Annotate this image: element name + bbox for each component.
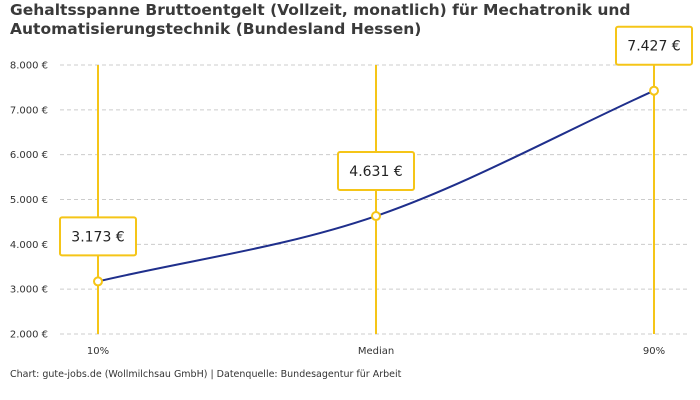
- x-tick-label: Median: [358, 346, 394, 357]
- value-label-box: [59, 216, 137, 257]
- y-tick-label: 8.000 €: [10, 61, 48, 72]
- y-tick-label: 3.000 €: [10, 285, 48, 296]
- y-tick-label: 2.000 €: [10, 330, 48, 341]
- source-caption: Chart: gute-jobs.de (Wollmilchsau GmbH) …: [10, 369, 402, 380]
- y-tick-label: 7.000 €: [10, 105, 48, 116]
- value-label-box: [615, 25, 693, 66]
- x-tick-label: 10%: [87, 346, 109, 357]
- y-tick-label: 5.000 €: [10, 195, 48, 206]
- chart-title: Gehaltsspanne Bruttoentgelt (Vollzeit, m…: [10, 1, 680, 39]
- value-label: 4.631 €: [349, 164, 402, 180]
- x-tick-label: 90%: [643, 346, 665, 357]
- data-point-marker: [93, 276, 103, 287]
- y-tick-label: 4.000 €: [10, 240, 48, 251]
- data-point-marker: [649, 85, 659, 96]
- chart-title-line-2: Automatisierungstechnik (Bundesland Hess…: [10, 20, 422, 38]
- value-label-box: [337, 151, 415, 192]
- value-label: 7.427 €: [627, 39, 680, 55]
- data-point-marker: [371, 211, 381, 222]
- chart-title-line-1: Gehaltsspanne Bruttoentgelt (Vollzeit, m…: [10, 1, 631, 19]
- value-label: 3.173 €: [71, 229, 124, 245]
- y-tick-label: 6.000 €: [10, 150, 48, 161]
